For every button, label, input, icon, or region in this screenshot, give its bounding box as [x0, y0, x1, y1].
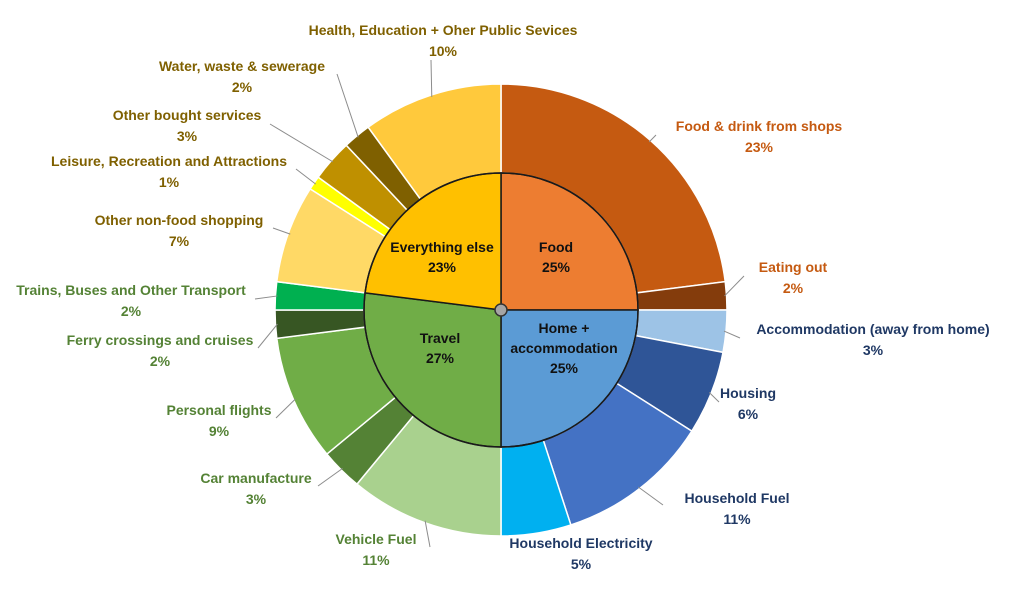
- slice-value-trains-buses-and-other-transport: 2%: [121, 303, 142, 319]
- leader-line: [269, 123, 334, 163]
- inner-label-home-accommodation: Home +: [539, 320, 590, 336]
- slice-label-trains-buses-and-other-transport: Trains, Buses and Other Transport: [16, 282, 246, 298]
- slice-label-food-drink-from-shops: Food & drink from shops: [676, 118, 843, 134]
- slice-value-vehicle-fuel: 11%: [362, 552, 390, 568]
- leader-line: [708, 392, 720, 403]
- leader-line: [724, 275, 745, 297]
- inner-label-everything-else: Everything else: [390, 239, 494, 255]
- slice-label-housing: Housing: [720, 385, 776, 401]
- inner-label-travel: Travel: [420, 330, 460, 346]
- inner-value-travel: 27%: [426, 350, 455, 366]
- leader-line: [275, 398, 296, 419]
- slice-label-other-bought-services: Other bought services: [113, 107, 262, 123]
- slice-value-car-manufacture: 3%: [246, 491, 267, 507]
- slice-label-household-electricity: Household Electricity: [509, 535, 652, 551]
- slice-value-personal-flights: 9%: [209, 423, 230, 439]
- slice-value-food-drink-from-shops: 23%: [745, 139, 774, 155]
- inner-value-home-accommodation: 25%: [550, 360, 579, 376]
- leader-line: [272, 227, 291, 235]
- slice-label-vehicle-fuel: Vehicle Fuel: [336, 531, 417, 547]
- inner-ring: [363, 172, 639, 448]
- slice-label-leisure-recreation-and-attractions: Leisure, Recreation and Attractions: [51, 153, 287, 169]
- slice-value-health-education-oher-public-sevices: 10%: [429, 43, 458, 59]
- inner-value-food: 25%: [542, 259, 571, 275]
- inner-value-everything-else: 23%: [428, 259, 457, 275]
- slice-value-accommodation-away-from-home: 3%: [863, 342, 884, 358]
- slice-label-health-education-oher-public-sevices: Health, Education + Oher Public Sevices: [309, 22, 578, 38]
- slice-label-car-manufacture: Car manufacture: [200, 470, 311, 486]
- slice-label-eating-out: Eating out: [759, 259, 828, 275]
- slice-label-water-waste-sewerage: Water, waste & sewerage: [159, 58, 325, 74]
- leader-line: [723, 330, 741, 339]
- slice-value-eating-out: 2%: [783, 280, 804, 296]
- slice-label-household-fuel: Household Fuel: [685, 490, 790, 506]
- slice-value-leisure-recreation-and-attractions: 1%: [159, 174, 180, 190]
- inner-label-food: Food: [539, 239, 573, 255]
- slice-value-water-waste-sewerage: 2%: [232, 79, 253, 95]
- leader-line: [424, 520, 431, 548]
- leader-line: [317, 467, 343, 487]
- leader-line: [637, 486, 664, 506]
- slice-value-other-non-food-shopping: 7%: [169, 233, 190, 249]
- inner-labels: Food 25% Home + accommodation 25% Travel 27% Ev…: [390, 239, 617, 376]
- leader-line: [254, 295, 278, 300]
- slice-value-housing: 6%: [738, 406, 759, 422]
- leader-line: [336, 73, 359, 138]
- leader-line: [648, 134, 657, 143]
- slice-label-accommodation-away-from-home: Accommodation (away from home): [756, 321, 989, 337]
- outer-ring: [274, 83, 728, 537]
- inner-label-home-accommodation: accommodation: [510, 340, 617, 356]
- slice-label-ferry-crossings-and-cruises: Ferry crossings and cruises: [67, 332, 254, 348]
- leader-line: [430, 59, 433, 97]
- slice-value-household-fuel: 11%: [723, 511, 751, 527]
- slice-value-ferry-crossings-and-cruises: 2%: [150, 353, 171, 369]
- leader-line: [295, 168, 317, 185]
- slice-label-other-non-food-shopping: Other non-food shopping: [95, 212, 264, 228]
- center-dot: [494, 303, 508, 317]
- slice-value-household-electricity: 5%: [571, 556, 592, 572]
- slice-labels: Food & drink from shops 23% Eating out 2% Ac…: [16, 22, 989, 572]
- leader-lines: [254, 59, 745, 548]
- slice-label-personal-flights: Personal flights: [166, 402, 271, 418]
- leader-line: [257, 323, 278, 349]
- slice-value-other-bought-services: 3%: [177, 128, 198, 144]
- inner-ring-border: [363, 172, 639, 448]
